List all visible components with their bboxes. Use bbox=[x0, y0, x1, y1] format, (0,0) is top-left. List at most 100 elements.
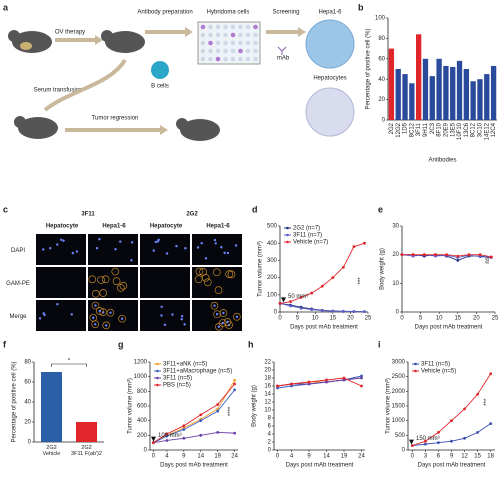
data-point bbox=[276, 386, 279, 390]
membrane-stain bbox=[218, 319, 227, 327]
data-point bbox=[299, 306, 303, 310]
step-label: OV therapy bbox=[55, 30, 85, 36]
x-tick-label: 24 bbox=[231, 454, 238, 460]
mouse bbox=[105, 31, 145, 53]
series-line bbox=[153, 431, 235, 444]
y-tick-label: 300 bbox=[267, 258, 278, 264]
membrane-stain bbox=[201, 273, 210, 282]
significance: **** bbox=[228, 406, 234, 416]
nucleus bbox=[71, 251, 75, 255]
x-tick-label: 2G2 Vehicle bbox=[42, 445, 61, 457]
data-point bbox=[456, 254, 460, 258]
data-point bbox=[276, 384, 279, 388]
well bbox=[200, 32, 206, 38]
well bbox=[215, 32, 221, 38]
well bbox=[208, 56, 213, 62]
bar bbox=[429, 76, 435, 120]
bar bbox=[463, 69, 470, 120]
membrane-stain bbox=[95, 307, 104, 315]
nucleus bbox=[175, 244, 178, 248]
y-tick-label: 30 bbox=[392, 224, 399, 230]
bar bbox=[490, 65, 497, 120]
membrane-stain bbox=[97, 276, 105, 284]
legend-label: 3F11+aNK (n=5) bbox=[163, 362, 207, 368]
y-tick-label: 2000 bbox=[392, 389, 406, 395]
x-axis-label: Days post mAb treatment bbox=[415, 325, 483, 331]
nucleus bbox=[56, 243, 59, 246]
nucleus bbox=[223, 251, 226, 255]
mouse bbox=[176, 118, 188, 130]
data-point bbox=[299, 295, 303, 299]
data-point bbox=[310, 308, 314, 311]
well bbox=[208, 40, 213, 46]
data-point bbox=[216, 403, 220, 406]
y-axis-label: Percentage of positive cell (%) bbox=[12, 361, 18, 442]
panel-letter: b bbox=[358, 2, 364, 12]
y-tick-label: 60 bbox=[24, 380, 31, 386]
baseline-arrow bbox=[151, 436, 156, 442]
nucleus bbox=[92, 316, 95, 320]
step-label: Hepatocytes bbox=[313, 76, 346, 82]
well bbox=[223, 48, 228, 54]
nucleus bbox=[215, 313, 219, 316]
membrane-stain bbox=[195, 267, 204, 276]
mouse bbox=[18, 117, 58, 139]
y-tick-label: 0 bbox=[382, 118, 386, 124]
membrane-stain bbox=[225, 270, 234, 278]
nucleus bbox=[183, 323, 186, 326]
micrograph bbox=[192, 234, 242, 265]
data-point bbox=[290, 384, 293, 388]
group-header: 3F11 bbox=[81, 212, 95, 218]
x-tick-label: 9H11 bbox=[423, 122, 429, 137]
well bbox=[208, 24, 213, 30]
nucleus bbox=[226, 251, 230, 255]
x-tick-label: 13E5 bbox=[450, 122, 456, 137]
well bbox=[200, 40, 206, 46]
nucleus bbox=[94, 304, 97, 307]
x-tick-label: 13C6 bbox=[464, 122, 470, 137]
x-tick-label: 2G2 bbox=[389, 122, 395, 134]
well bbox=[238, 32, 243, 38]
micrograph bbox=[140, 234, 190, 265]
data-point bbox=[182, 424, 186, 428]
x-tick-label: 12C4 bbox=[491, 122, 497, 137]
x-tick-label: 1D5 bbox=[403, 122, 409, 134]
wells bbox=[200, 24, 258, 62]
y-tick-label: 0 bbox=[402, 448, 406, 454]
nucleus bbox=[171, 313, 174, 316]
x-tick-label: 8C12 bbox=[409, 122, 415, 137]
data-point bbox=[325, 378, 328, 382]
membrane-stain bbox=[99, 289, 108, 297]
panel-letter: h bbox=[248, 339, 254, 349]
membrane-stain bbox=[91, 301, 100, 310]
nucleus bbox=[49, 246, 52, 250]
data-point bbox=[233, 382, 237, 386]
membrane-stain bbox=[116, 284, 125, 292]
legend-marker bbox=[286, 233, 289, 237]
x-axis-label: Days post mAb treatment bbox=[290, 325, 358, 331]
data-point bbox=[151, 441, 155, 445]
data-point bbox=[463, 436, 466, 440]
nucleus bbox=[120, 317, 124, 320]
data-point bbox=[476, 392, 479, 396]
well bbox=[238, 24, 243, 30]
membrane-stain bbox=[89, 313, 98, 322]
data-point bbox=[233, 431, 237, 435]
y-tick-label: 20 bbox=[24, 420, 31, 426]
nucleus bbox=[184, 247, 187, 250]
nucleus bbox=[98, 309, 102, 313]
membrane-stain bbox=[212, 268, 221, 277]
y-tick-label: 500 bbox=[395, 433, 406, 439]
nucleus bbox=[157, 238, 160, 242]
bar bbox=[422, 58, 429, 120]
nucleus bbox=[154, 240, 157, 244]
data-point bbox=[199, 419, 203, 423]
well bbox=[253, 40, 258, 46]
plate bbox=[197, 21, 261, 65]
data-point bbox=[307, 380, 311, 384]
data-point bbox=[352, 245, 356, 249]
arrow bbox=[43, 58, 127, 112]
membrane-stain bbox=[223, 318, 232, 326]
